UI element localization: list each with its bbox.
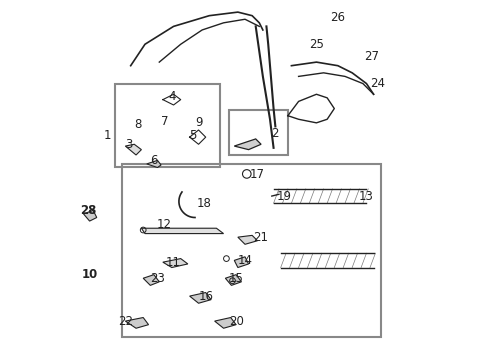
Text: 2: 2 (271, 127, 279, 140)
Text: 27: 27 (364, 50, 379, 63)
Text: 13: 13 (359, 190, 374, 203)
Polygon shape (234, 139, 261, 150)
Text: 20: 20 (229, 315, 244, 328)
Text: 15: 15 (229, 272, 244, 285)
Text: 18: 18 (196, 197, 211, 210)
Text: 3: 3 (125, 138, 133, 151)
Text: 22: 22 (118, 315, 133, 328)
Polygon shape (163, 258, 188, 267)
Text: 10: 10 (81, 268, 98, 281)
Polygon shape (147, 160, 161, 167)
Text: 16: 16 (198, 289, 213, 303)
Polygon shape (225, 275, 242, 285)
Polygon shape (125, 318, 148, 328)
Polygon shape (125, 144, 142, 155)
Text: 19: 19 (277, 190, 292, 203)
Text: 25: 25 (309, 38, 324, 51)
Text: 24: 24 (369, 77, 385, 90)
Text: 17: 17 (250, 168, 265, 181)
Text: 7: 7 (161, 114, 169, 127)
Text: 12: 12 (157, 218, 172, 231)
Text: 6: 6 (150, 154, 158, 167)
Text: 28: 28 (80, 204, 96, 217)
Text: 11: 11 (166, 256, 181, 269)
Text: 14: 14 (238, 254, 252, 267)
Text: 21: 21 (254, 231, 269, 244)
Polygon shape (83, 210, 97, 221)
Text: 9: 9 (195, 116, 202, 129)
Polygon shape (238, 235, 258, 244)
Text: 1: 1 (104, 129, 111, 142)
Text: 5: 5 (190, 129, 197, 142)
Text: 4: 4 (168, 90, 175, 103)
Polygon shape (234, 257, 248, 267)
Polygon shape (190, 293, 211, 303)
Text: 23: 23 (150, 272, 165, 285)
Polygon shape (142, 228, 223, 234)
Text: 8: 8 (134, 118, 142, 131)
Polygon shape (215, 318, 236, 328)
Text: 26: 26 (330, 11, 345, 24)
Polygon shape (143, 275, 159, 285)
